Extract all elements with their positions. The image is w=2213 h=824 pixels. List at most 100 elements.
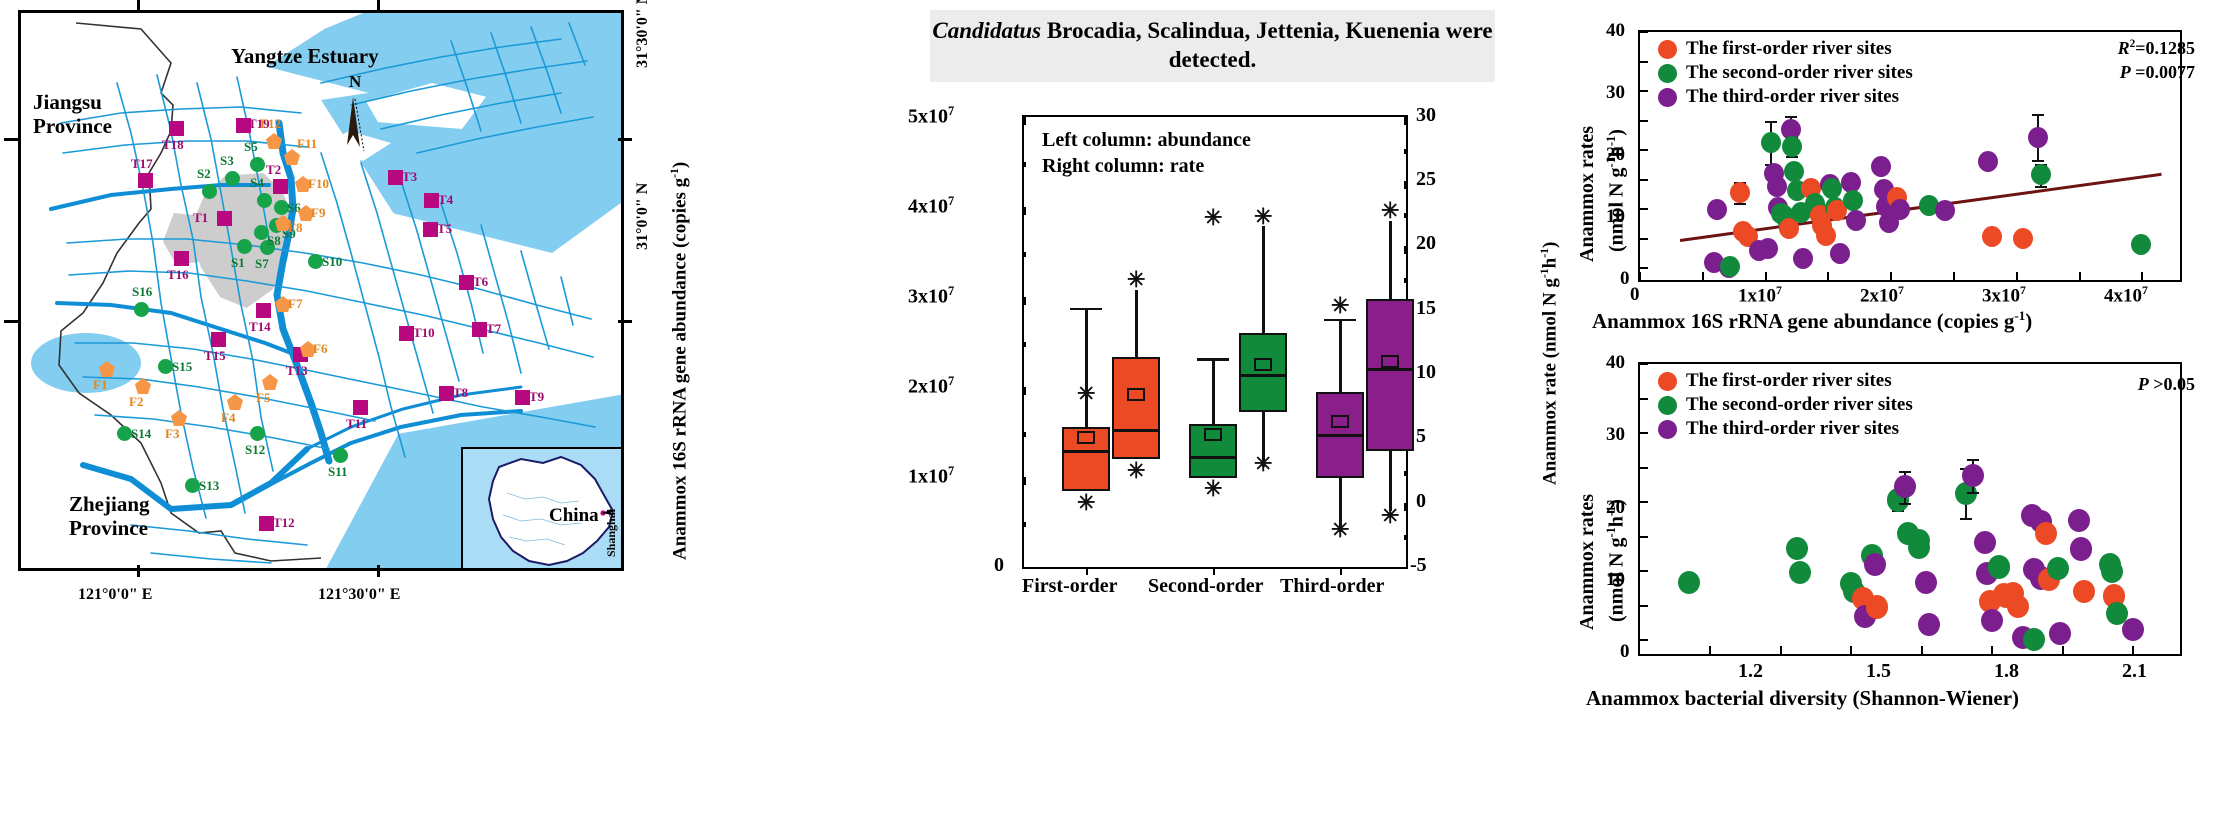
scatter-point[interactable]	[1678, 570, 1701, 594]
scatter-point[interactable]	[2131, 234, 2152, 256]
map-site-marker[interactable]	[225, 171, 240, 186]
scatter-point[interactable]	[1846, 210, 1866, 232]
scatter-point[interactable]	[1784, 161, 1805, 183]
scatter-point[interactable]	[1781, 136, 1802, 158]
scatter2-y-title: Anammox rates	[1576, 493, 1598, 630]
map-site-marker[interactable]	[439, 386, 454, 401]
scatter-point[interactable]	[1815, 224, 1836, 246]
scatter-point[interactable]	[1730, 182, 1751, 204]
scatter-point[interactable]	[1706, 198, 1727, 220]
map-site-marker[interactable]	[259, 516, 274, 531]
map-site-marker[interactable]	[273, 179, 288, 194]
map-site-marker[interactable]	[353, 400, 368, 415]
scatter-point[interactable]	[2105, 602, 2128, 626]
map-site-marker[interactable]	[158, 359, 173, 374]
scatter-point[interactable]	[1988, 555, 2011, 579]
scatter-point[interactable]	[1704, 252, 1725, 274]
map-site-marker[interactable]	[174, 251, 189, 266]
scatter-point[interactable]	[1822, 177, 1843, 199]
scatter-point[interactable]	[2035, 521, 2058, 545]
map-site-marker[interactable]	[138, 173, 153, 188]
scatter-point[interactable]	[1977, 151, 1998, 173]
scatter-point[interactable]	[1780, 118, 1801, 140]
box-outlier: ✳	[1077, 381, 1096, 406]
scatter-point[interactable]	[2007, 594, 2029, 618]
scatter-point[interactable]	[2028, 126, 2049, 148]
scatter1-y-title: Anammox rates	[1576, 125, 1598, 262]
scatter-point[interactable]	[1863, 552, 1886, 576]
map-site-marker[interactable]	[250, 157, 265, 172]
scatter-point[interactable]	[2049, 621, 2072, 645]
x-tick	[2015, 272, 2018, 280]
scatter-point[interactable]	[1981, 609, 2004, 633]
scatter-point[interactable]	[1915, 571, 1938, 595]
scatter-point[interactable]	[1866, 595, 1889, 619]
scatter-point[interactable]	[1793, 248, 1814, 270]
scatter-point[interactable]	[1935, 199, 1956, 221]
map-site-marker[interactable]	[169, 121, 184, 136]
scatter-point[interactable]	[1840, 172, 1861, 194]
scatter-point[interactable]	[2072, 580, 2095, 604]
scatter-point[interactable]	[1974, 530, 1997, 554]
y-tick	[1640, 363, 1648, 365]
error-bar-cap	[2034, 185, 2047, 188]
map-site-marker[interactable]	[257, 193, 272, 208]
scatter-point[interactable]	[1779, 217, 1800, 239]
map-site-marker[interactable]	[254, 225, 269, 240]
map-site-marker[interactable]	[217, 211, 232, 226]
scatter-point[interactable]	[1788, 560, 1811, 585]
scatter-point[interactable]	[2030, 164, 2051, 186]
map-site-marker[interactable]	[515, 390, 530, 405]
scatter-point[interactable]	[2100, 559, 2123, 583]
map-site-marker[interactable]	[459, 275, 474, 290]
map-site-marker[interactable]	[236, 118, 251, 133]
map-site-marker[interactable]	[423, 222, 438, 237]
map-site-marker[interactable]	[185, 478, 200, 493]
map-site-marker[interactable]	[472, 322, 487, 337]
scatter-point[interactable]	[2103, 584, 2126, 608]
scatter-point[interactable]	[2023, 627, 2046, 652]
scatter-point[interactable]	[2013, 228, 2034, 250]
scatter-point[interactable]	[1889, 198, 1910, 220]
box-mean-marker	[1331, 415, 1349, 428]
map-site-marker[interactable]	[274, 200, 289, 215]
scatter-point[interactable]	[2070, 537, 2093, 561]
scatter-point[interactable]	[1760, 131, 1781, 153]
scatter-point[interactable]	[1918, 195, 1939, 217]
scatter-point[interactable]	[1871, 155, 1892, 177]
scatter-point[interactable]	[2122, 617, 2145, 641]
box-whisker	[1212, 358, 1215, 478]
scatter-point[interactable]	[1786, 536, 1809, 560]
map-site-marker[interactable]	[202, 184, 217, 199]
scatter-point[interactable]	[1955, 481, 1978, 505]
lon-tick-bottom-2	[377, 565, 380, 577]
box-median	[1366, 368, 1414, 372]
scatter-point[interactable]	[1962, 464, 1985, 488]
map-site-marker[interactable]	[211, 332, 226, 347]
scatter-point[interactable]	[1758, 238, 1779, 260]
map-site-marker[interactable]	[333, 448, 348, 463]
scatter-point[interactable]	[2046, 556, 2069, 580]
scatter-point[interactable]	[1766, 176, 1787, 198]
scatter-point[interactable]	[1981, 226, 2002, 248]
scatter-point[interactable]	[1908, 536, 1931, 560]
map-site-marker[interactable]	[260, 240, 275, 255]
map-site-marker[interactable]	[237, 239, 252, 254]
map-site-marker[interactable]	[250, 426, 265, 441]
map-site-marker[interactable]	[134, 302, 149, 317]
map-site-marker[interactable]	[256, 303, 271, 318]
scatter-point[interactable]	[1917, 612, 1940, 636]
scatter-point[interactable]	[1843, 189, 1864, 211]
box-outlier: ✳	[1127, 458, 1146, 483]
map-site-marker[interactable]	[117, 426, 132, 441]
scatter-point[interactable]	[2068, 509, 2091, 533]
inset-country-label: China	[549, 505, 599, 526]
map-site-marker[interactable]	[388, 170, 403, 185]
scatter-point[interactable]	[1720, 255, 1741, 277]
scatter-point[interactable]	[1829, 242, 1850, 264]
map-site-marker[interactable]	[424, 193, 439, 208]
scatter-point[interactable]	[1894, 475, 1917, 499]
scatter-point[interactable]	[1827, 199, 1848, 221]
map-site-marker[interactable]	[399, 326, 414, 341]
map-site-marker[interactable]	[308, 254, 323, 269]
